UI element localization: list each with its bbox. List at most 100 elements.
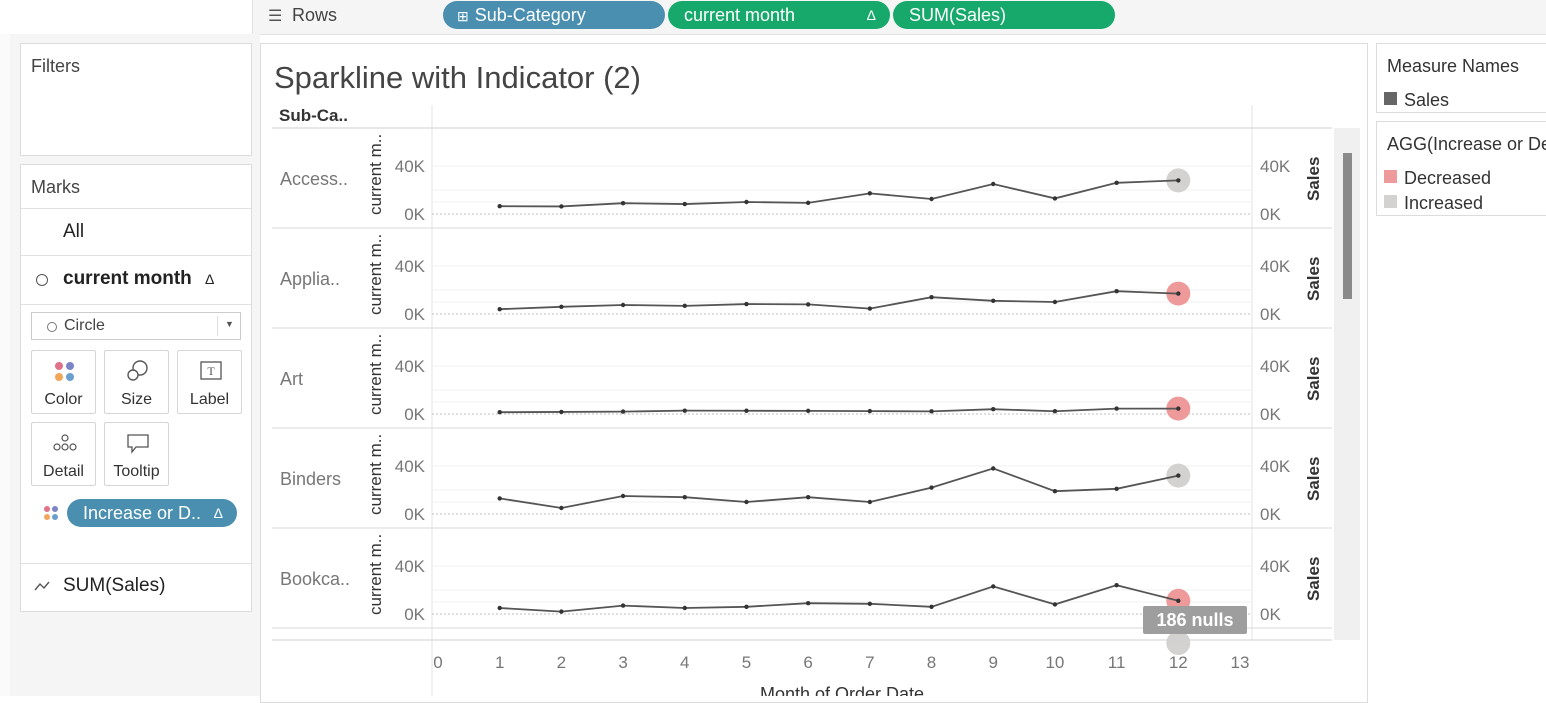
y-tick-label: 40K — [395, 557, 426, 576]
left-gutter — [0, 34, 10, 696]
sales-legend-item[interactable]: Sales — [1404, 90, 1450, 110]
measure-names-legend: Measure Names Sales — [1376, 43, 1546, 113]
data-point — [497, 204, 502, 209]
data-point — [867, 499, 873, 505]
scrollbar-thumb[interactable] — [1343, 153, 1352, 299]
data-point — [1114, 180, 1119, 185]
x-tick-label: 0 — [433, 653, 442, 672]
data-point — [559, 609, 564, 614]
data-point — [744, 199, 749, 205]
data-point — [805, 601, 811, 606]
data-point — [559, 304, 564, 309]
row-label: Access.. — [280, 169, 348, 189]
sales-axis-title: Sales — [1304, 457, 1323, 501]
worksheet-title: Sparkline with Indicator (2) — [274, 60, 641, 95]
tooltip-icon — [127, 434, 149, 454]
series-line — [499, 290, 1179, 311]
delta-icon: Δ — [866, 7, 876, 23]
row-label: Bookca.. — [280, 569, 350, 589]
data-point — [1176, 598, 1181, 603]
current-month-pill-label: current month — [684, 5, 796, 25]
data-point — [929, 295, 934, 300]
y-axis-title: current m.. — [366, 134, 385, 215]
sales-axis-title: Sales — [1304, 357, 1323, 401]
label-button-label: Label — [189, 391, 230, 408]
mark-type-label: Circle — [64, 317, 105, 334]
data-point — [805, 408, 811, 414]
sales-tick-label: 0K — [1260, 305, 1281, 324]
y-tick-label: 0K — [404, 605, 425, 624]
data-point — [991, 584, 996, 589]
dropdown-divider — [217, 316, 218, 336]
sales-tick-label: 40K — [1260, 157, 1291, 176]
size-button[interactable]: Size — [104, 350, 169, 414]
row-header[interactable]: Sub-Ca.. — [279, 106, 348, 125]
data-point — [497, 496, 502, 501]
delta-icon: Δ — [205, 271, 215, 287]
increased-legend-item[interactable]: Increased — [1404, 193, 1484, 213]
data-point — [682, 408, 687, 413]
data-point — [682, 605, 687, 611]
sales-tick-label: 0K — [1260, 205, 1281, 224]
circle-icon — [36, 274, 48, 286]
data-point — [1176, 406, 1181, 411]
size-button-label: Size — [120, 391, 153, 408]
data-point — [620, 201, 626, 206]
line-icon — [34, 581, 50, 591]
svg-text:T: T — [207, 364, 215, 378]
sub-category-pill[interactable]: ⊞ Sub-Category — [443, 1, 665, 29]
data-point — [559, 409, 564, 415]
agg-legend-title: AGG(Increase or Decrease) — [1387, 134, 1546, 154]
increase-or-decrease-pill-label: Increase or D.. — [83, 503, 202, 523]
sum-sales-marks-tab[interactable]: SUM(Sales) — [21, 564, 251, 610]
chevron-down-icon: ▼ — [225, 319, 234, 329]
sum-sales-tab-label: SUM(Sales) — [63, 575, 166, 596]
increase-or-decrease-pill[interactable]: Increase or D.. Δ — [67, 499, 237, 527]
y-tick-label: 40K — [395, 357, 426, 376]
data-point — [991, 466, 996, 471]
detail-button-label: Detail — [43, 463, 84, 480]
data-point — [744, 408, 749, 413]
label-button[interactable]: T Label — [177, 350, 242, 414]
current-month-pill[interactable]: current month Δ — [668, 1, 890, 29]
y-tick-label: 0K — [404, 205, 425, 224]
data-point — [559, 505, 564, 511]
y-axis-title: current m.. — [366, 434, 385, 515]
series-line — [499, 407, 1179, 414]
data-point — [620, 302, 626, 308]
detail-button[interactable]: Detail — [31, 422, 96, 486]
color-button[interactable]: Color — [31, 350, 96, 414]
sum-sales-pill[interactable]: SUM(Sales) — [893, 1, 1115, 29]
current-month-marks-tab[interactable]: current month Δ — [21, 256, 251, 304]
data-point — [991, 181, 996, 187]
tooltip-button[interactable]: Tooltip — [104, 422, 169, 486]
circle-icon — [47, 322, 57, 332]
data-point — [991, 298, 996, 303]
vertical-scrollbar[interactable] — [1334, 128, 1360, 640]
filters-title: Filters — [31, 56, 80, 76]
decreased-legend-item[interactable]: Decreased — [1404, 168, 1492, 188]
indicator-circle — [1166, 631, 1191, 655]
data-point — [867, 191, 873, 196]
y-axis-title: current m.. — [366, 534, 385, 615]
agg-legend: AGG(Increase or Decrease) Decreased Incr… — [1376, 121, 1546, 216]
filters-card[interactable]: Filters — [20, 43, 252, 156]
sales-tick-label: 40K — [1260, 357, 1291, 376]
size-icon — [127, 360, 148, 381]
mark-type-dropdown[interactable]: Circle ▼ — [31, 312, 241, 340]
y-axis-title: current m.. — [366, 334, 385, 415]
x-tick-label: 2 — [557, 653, 566, 672]
data-point — [497, 605, 502, 611]
sub-category-pill-label: Sub-Category — [474, 5, 586, 25]
x-tick-label: 6 — [803, 653, 812, 672]
data-point — [682, 495, 687, 500]
data-point — [1176, 291, 1181, 296]
nulls-badge[interactable]: 186 nulls — [1143, 606, 1247, 634]
data-point — [497, 410, 502, 415]
data-point — [1176, 473, 1181, 478]
data-point — [559, 204, 564, 209]
marks-all-tab[interactable]: All — [63, 221, 85, 242]
x-tick-label: 4 — [680, 653, 689, 672]
y-tick-label: 0K — [404, 505, 425, 524]
